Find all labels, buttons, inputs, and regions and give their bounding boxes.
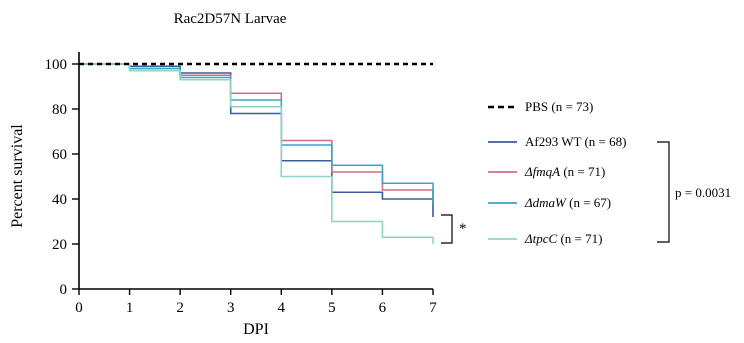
legend-label-1: Af293 WT (n = 68) [525, 134, 626, 149]
x-tick-label: 4 [278, 300, 286, 316]
legend-label-4: ΔtpcC (n = 71) [524, 231, 602, 246]
significance-bracket-line [441, 214, 453, 244]
significance-star: * [459, 221, 467, 237]
p-value-bracket: p = 0.0031 [657, 141, 731, 243]
chart-title: Rac2D57N Larvae [174, 11, 287, 27]
legend-label-2: ΔfmqA (n = 71) [524, 164, 605, 179]
axes [78, 52, 433, 290]
series-line-2 [79, 63, 434, 204]
x-tick-label: 5 [328, 300, 336, 316]
x-tick-label: 1 [126, 300, 134, 316]
p-value-label: p = 0.0031 [675, 185, 731, 200]
y-tick-label: 20 [52, 237, 67, 253]
significance-bracket: * [441, 214, 467, 244]
plot-lines [79, 62, 434, 244]
x-tick-label: 2 [176, 300, 184, 316]
legend-label-0: PBS (n = 73) [525, 99, 593, 114]
y-tick-label: 40 [52, 192, 67, 208]
legend: PBS (n = 73) Af293 WT (n = 68) ΔfmqA (n = … [488, 99, 626, 246]
y-axis-title: Percent survival [9, 124, 26, 228]
x-tick-label: 0 [75, 300, 83, 316]
y-tick-label: 100 [45, 57, 68, 73]
y-tick-label: 0 [60, 282, 68, 298]
legend-label-3: ΔdmaW (n = 67) [524, 195, 611, 210]
x-tick-label: 7 [429, 300, 437, 316]
x-tick-label: 6 [379, 300, 387, 316]
p-value-bracket-line [657, 141, 670, 243]
x-axis-title: DPI [243, 321, 269, 338]
x-tick-label: 3 [227, 300, 235, 316]
series-line-4 [79, 63, 434, 244]
y-tick-label: 80 [52, 102, 67, 118]
series-line-3 [79, 63, 434, 204]
y-ticks: 0 20 40 60 80 100 [45, 57, 79, 298]
x-ticks: 0 1 2 3 4 5 6 7 [75, 289, 437, 316]
y-tick-label: 60 [52, 147, 67, 163]
series-line-1 [79, 63, 434, 217]
